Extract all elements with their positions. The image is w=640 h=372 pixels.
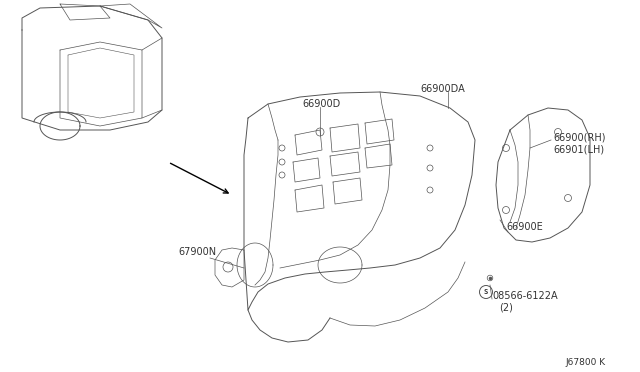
Text: 66900DA: 66900DA [420,84,465,94]
Text: 66901(LH): 66901(LH) [553,144,604,154]
Text: (2): (2) [499,303,513,313]
Text: 67900N: 67900N [178,247,216,257]
Text: 66900D: 66900D [302,99,340,109]
Text: J67800 K: J67800 K [565,358,605,367]
Text: S: S [484,289,488,295]
Text: 08566-6122A: 08566-6122A [492,291,557,301]
Text: 66900(RH): 66900(RH) [553,132,605,142]
Text: 66900E: 66900E [506,222,543,232]
